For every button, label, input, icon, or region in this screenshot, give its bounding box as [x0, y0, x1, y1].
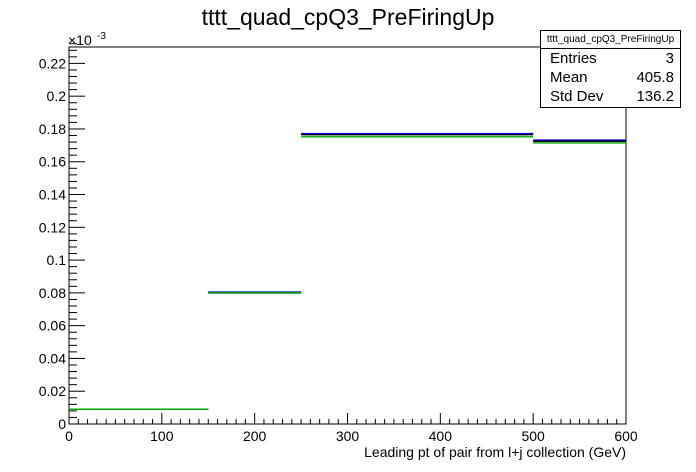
y-tick-label: 0.08 [39, 285, 66, 301]
y-tick-label: 0 [58, 416, 66, 432]
x-axis-title: Leading pt of pair from l+j collection (… [364, 444, 626, 460]
x-tick-label: 100 [150, 428, 174, 444]
y-tick-label: 0.2 [47, 88, 67, 104]
y-tick-label: 0.02 [39, 383, 66, 399]
y-tick-label: 0.18 [39, 121, 66, 137]
stats-box-name: tttt_quad_cpQ3_PreFiringUp [541, 31, 680, 49]
stats-stddev-row: Std Dev 136.2 [541, 87, 680, 106]
chart-title: tttt_quad_cpQ3_PreFiringUp [201, 4, 495, 30]
y-tick-label: 0.12 [39, 219, 66, 235]
x-tick-label: 300 [336, 428, 360, 444]
stats-mean-row: Mean 405.8 [541, 68, 680, 87]
y-tick-label: 0.16 [39, 154, 66, 170]
y-exponent-power: -3 [97, 31, 106, 42]
y-tick-label: 0.1 [47, 252, 67, 268]
y-tick-label: 0.22 [39, 55, 66, 71]
stats-entries-value: 3 [665, 50, 674, 67]
stats-entries-row: Entries 3 [541, 49, 680, 68]
y-tick-label: 0.06 [39, 318, 66, 334]
stats-mean-value: 405.8 [636, 69, 674, 86]
x-tick-label: 400 [429, 428, 453, 444]
stats-stddev-value: 136.2 [636, 88, 674, 105]
y-exponent-label: ×10 [68, 32, 92, 48]
y-tick-label: 0.14 [39, 187, 66, 203]
x-tick-label: 0 [65, 428, 73, 444]
y-tick-label: 0.04 [39, 350, 66, 366]
stats-mean-label: Mean [550, 69, 588, 86]
x-tick-label: 600 [614, 428, 638, 444]
x-tick-label: 500 [521, 428, 545, 444]
stats-box: tttt_quad_cpQ3_PreFiringUp Entries 3 Mea… [540, 30, 681, 108]
stats-stddev-label: Std Dev [550, 88, 604, 105]
x-tick-label: 200 [243, 428, 267, 444]
stats-entries-label: Entries [550, 50, 597, 67]
